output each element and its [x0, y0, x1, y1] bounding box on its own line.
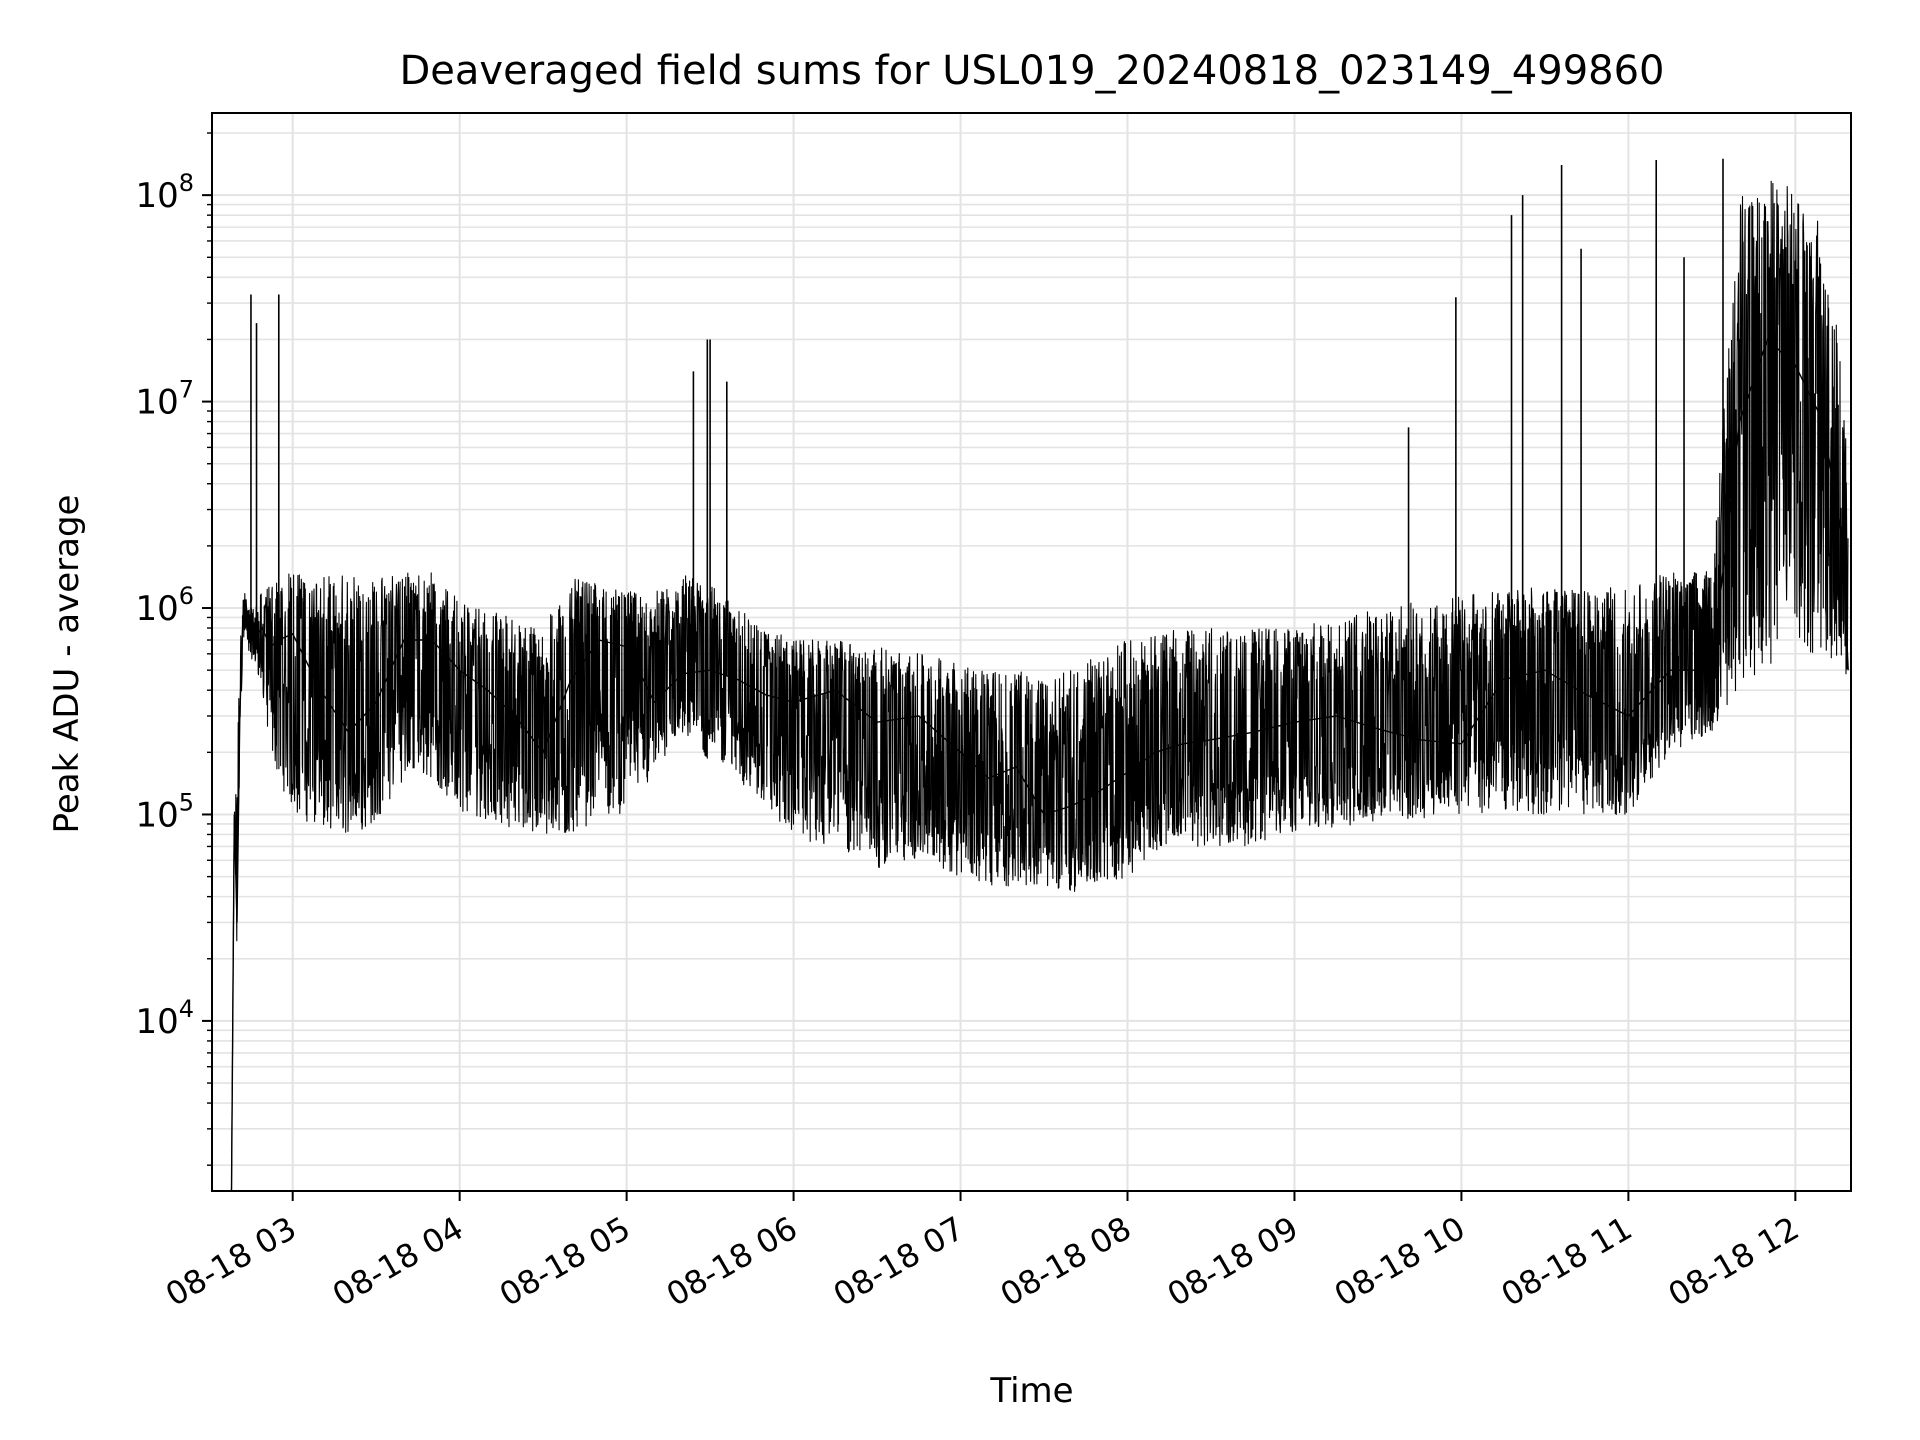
y-axis-label: Peak ADU - average [47, 495, 87, 834]
y-tick-label: 105 [135, 788, 194, 835]
x-axis-label: Time [989, 1371, 1073, 1411]
chart-title: Deaveraged field sums for USL019_2024081… [400, 48, 1665, 94]
series-line [230, 180, 1849, 1191]
y-tick-label: 107 [135, 376, 194, 423]
series-trace-group [230, 158, 1849, 1191]
plot-frame [211, 112, 1852, 1192]
plot-area [230, 158, 1849, 1191]
